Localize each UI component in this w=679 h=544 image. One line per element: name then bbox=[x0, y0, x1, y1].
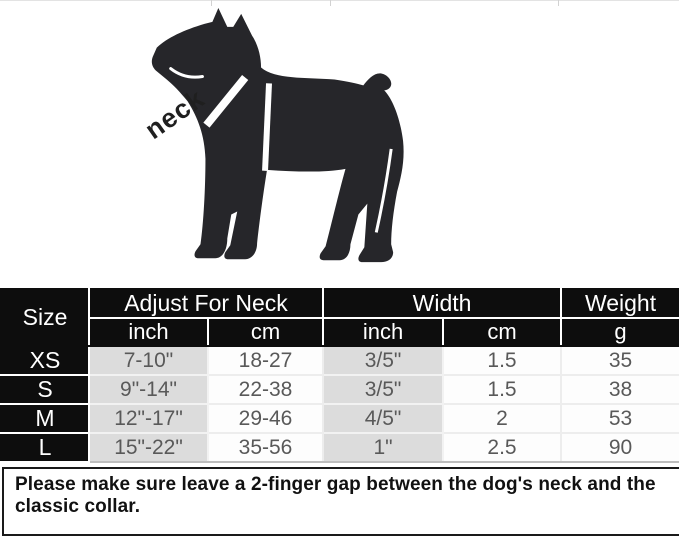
harness-girth-strap bbox=[262, 83, 272, 171]
width-cm-cell: 2.5 bbox=[442, 432, 563, 463]
header-weight-g: g bbox=[560, 317, 679, 347]
size-cell: XS bbox=[0, 345, 90, 376]
table-row-m: M 12"-17" 29-46 4/5" 2 53 bbox=[0, 403, 679, 434]
header-weight: Weight bbox=[560, 288, 679, 319]
neck-cm-cell: 18-27 bbox=[206, 345, 325, 376]
neck-inch-cell: 12"-17" bbox=[88, 403, 209, 434]
header-neck-inch: inch bbox=[88, 317, 209, 347]
harness-chest-strap bbox=[203, 74, 249, 128]
neck-cm-cell: 22-38 bbox=[206, 374, 325, 405]
weight-cell: 90 bbox=[560, 432, 679, 463]
hind-leg-separator-line bbox=[374, 148, 393, 233]
size-cell: L bbox=[0, 432, 90, 463]
weight-cell: 38 bbox=[560, 374, 679, 405]
weight-cell: 53 bbox=[560, 403, 679, 434]
size-cell: M bbox=[0, 403, 90, 434]
size-cell: S bbox=[0, 374, 90, 405]
header-neck-cm: cm bbox=[206, 317, 325, 347]
table-row-l: L 15"-22" 35-56 1" 2.5 90 bbox=[0, 432, 679, 463]
width-cm-cell: 2 bbox=[442, 403, 563, 434]
width-inch-cell: 4/5" bbox=[322, 403, 445, 434]
header-adjust-for-neck: Adjust For Neck bbox=[87, 288, 325, 319]
neck-inch-cell: 9"-14" bbox=[88, 374, 209, 405]
neck-cm-cell: 29-46 bbox=[206, 403, 325, 434]
note-text: Please make sure leave a 2-finger gap be… bbox=[15, 474, 656, 517]
header-width-cm: cm bbox=[442, 317, 563, 347]
width-inch-cell: 1" bbox=[322, 432, 445, 463]
cropped-gridline-tick bbox=[330, 0, 331, 6]
width-inch-cell: 3/5" bbox=[322, 345, 445, 376]
width-cm-cell: 1.5 bbox=[442, 374, 563, 405]
cropped-gridline-tick bbox=[558, 0, 559, 6]
dog-diagram: neck bbox=[139, 7, 404, 263]
cropped-gridline-artifact bbox=[0, 0, 679, 3]
weight-cell: 35 bbox=[560, 345, 679, 376]
width-inch-cell: 3/5" bbox=[322, 374, 445, 405]
table-row-xs: XS 7-10" 18-27 3/5" 1.5 35 bbox=[0, 345, 679, 376]
neck-cm-cell: 35-56 bbox=[206, 432, 325, 463]
header-size: Size bbox=[0, 288, 90, 347]
dog-jaw-line bbox=[169, 67, 204, 79]
width-cm-cell: 1.5 bbox=[442, 345, 563, 376]
header-width-inch: inch bbox=[322, 317, 445, 347]
size-table: Size Adjust For Neck Width Weight inch c… bbox=[0, 288, 679, 463]
dog-silhouette-icon: neck bbox=[139, 7, 404, 263]
neck-inch-cell: 15"-22" bbox=[88, 432, 209, 463]
neck-inch-cell: 7-10" bbox=[88, 345, 209, 376]
header-width: Width bbox=[322, 288, 563, 319]
note-box: Please make sure leave a 2-finger gap be… bbox=[2, 467, 679, 536]
table-row-s: S 9"-14" 22-38 3/5" 1.5 38 bbox=[0, 374, 679, 405]
cropped-gridline-tick bbox=[211, 0, 212, 6]
